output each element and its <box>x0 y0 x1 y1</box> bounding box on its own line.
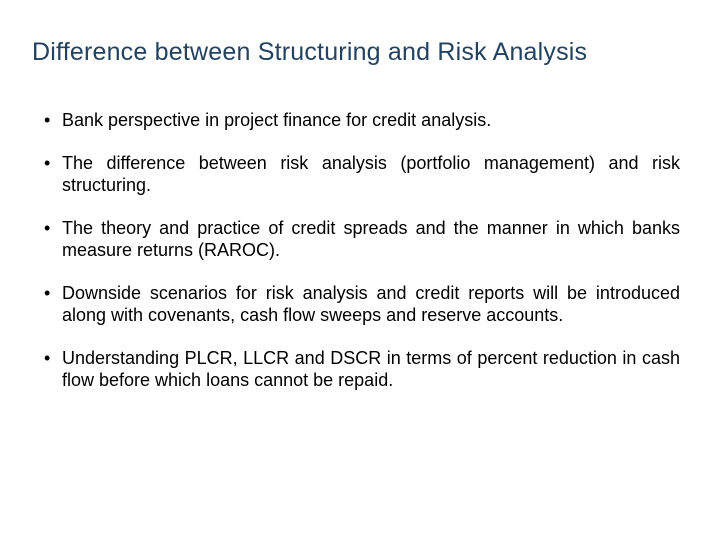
slide-container: Difference between Structuring and Risk … <box>0 0 720 540</box>
list-item: Bank perspective in project finance for … <box>44 109 680 132</box>
bullet-list: Bank perspective in project finance for … <box>32 109 680 392</box>
list-item: Understanding PLCR, LLCR and DSCR in ter… <box>44 347 680 392</box>
list-item: Downside scenarios for risk analysis and… <box>44 282 680 327</box>
slide-title: Difference between Structuring and Risk … <box>32 38 680 67</box>
list-item: The difference between risk analysis (po… <box>44 152 680 197</box>
list-item: The theory and practice of credit spread… <box>44 217 680 262</box>
